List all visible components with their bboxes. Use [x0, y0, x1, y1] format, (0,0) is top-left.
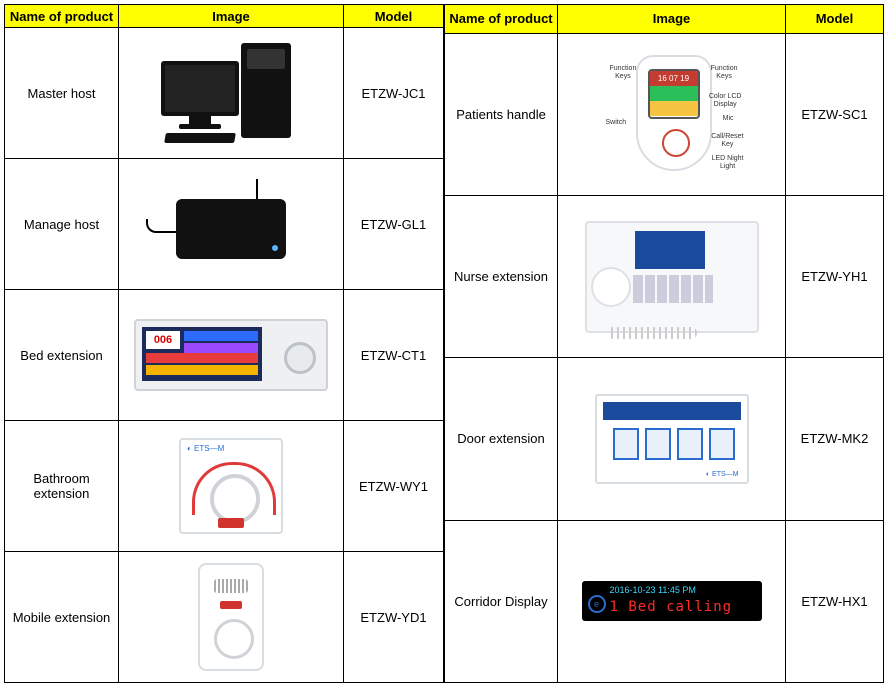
desktop-pc-icon — [161, 43, 301, 143]
patient-handle-icon: 16 07 19 FunctionKeys FunctionKeys Color… — [612, 55, 732, 173]
product-image-cell: 16 07 19 FunctionKeys FunctionKeys Color… — [558, 33, 786, 195]
table-row: Manage host ETZW-GL1 — [5, 159, 444, 290]
product-image-cell — [119, 552, 344, 683]
table-row: Corridor Display e 2016-10-23 11:45 PM 1… — [445, 520, 884, 682]
product-name: Manage host — [5, 159, 119, 290]
product-image-cell — [119, 159, 344, 290]
bed-number: 006 — [146, 331, 180, 349]
product-model: ETZW-YD1 — [344, 552, 444, 683]
product-name: Corridor Display — [445, 520, 558, 682]
left-table: Name of product Image Model Master host … — [4, 4, 444, 683]
corridor-display-icon: e 2016-10-23 11:45 PM 1 Bed calling — [582, 581, 762, 621]
product-name: Patients handle — [445, 33, 558, 195]
nurse-station-icon — [585, 221, 759, 333]
col-image-header: Image — [119, 5, 344, 28]
table-row: Patients handle 16 07 19 FunctionKeys Fu… — [445, 33, 884, 195]
mobile-unit-icon — [198, 563, 264, 671]
product-name: Bathroom extension — [5, 421, 119, 552]
product-table-wrap: Name of product Image Model Master host … — [4, 4, 887, 683]
corridor-time: 2016-10-23 11:45 PM — [610, 585, 696, 595]
table-row: Master host ETZW-JC1 — [5, 28, 444, 159]
product-model: ETZW-YH1 — [786, 195, 884, 357]
table-row: Nurse extension ETZW-YH1 — [445, 195, 884, 357]
product-name: Mobile extension — [5, 552, 119, 683]
product-name: Bed extension — [5, 290, 119, 421]
right-table: Name of product Image Model Patients han… — [444, 4, 884, 683]
col-model-header: Model — [786, 5, 884, 34]
product-model: ETZW-JC1 — [344, 28, 444, 159]
product-model: ETZW-HX1 — [786, 520, 884, 682]
product-model: ETZW-MK2 — [786, 358, 884, 520]
mini-box-icon — [156, 179, 306, 269]
door-panel-icon: ◐ ETS—M — [595, 394, 749, 484]
corridor-msg: 1 Bed calling — [610, 599, 733, 615]
product-model: ETZW-CT1 — [344, 290, 444, 421]
table-row: Door extension ◐ ETS—M ETZW-MK2 — [445, 358, 884, 520]
product-image-cell — [558, 195, 786, 357]
col-name-header: Name of product — [445, 5, 558, 34]
col-model-header: Model — [344, 5, 444, 28]
table-row: Bed extension 006 ETZW-CT1 — [5, 290, 444, 421]
product-name: Master host — [5, 28, 119, 159]
product-model: ETZW-SC1 — [786, 33, 884, 195]
bathroom-panel-icon: ◐ ETS—M — [179, 438, 283, 534]
product-image-cell: e 2016-10-23 11:45 PM 1 Bed calling — [558, 520, 786, 682]
table-row: Mobile extension ETZW-YD1 — [5, 552, 444, 683]
col-name-header: Name of product — [5, 5, 119, 28]
header-row: Name of product Image Model — [445, 5, 884, 34]
table-row: Bathroom extension ◐ ETS—M ETZW-WY1 — [5, 421, 444, 552]
product-name: Nurse extension — [445, 195, 558, 357]
header-row: Name of product Image Model — [5, 5, 444, 28]
product-image-cell — [119, 28, 344, 159]
bed-panel-icon: 006 — [134, 319, 328, 391]
product-name: Door extension — [445, 358, 558, 520]
product-model: ETZW-WY1 — [344, 421, 444, 552]
col-image-header: Image — [558, 5, 786, 34]
product-image-cell: 006 — [119, 290, 344, 421]
product-image-cell: ◐ ETS—M — [119, 421, 344, 552]
product-model: ETZW-GL1 — [344, 159, 444, 290]
product-image-cell: ◐ ETS—M — [558, 358, 786, 520]
